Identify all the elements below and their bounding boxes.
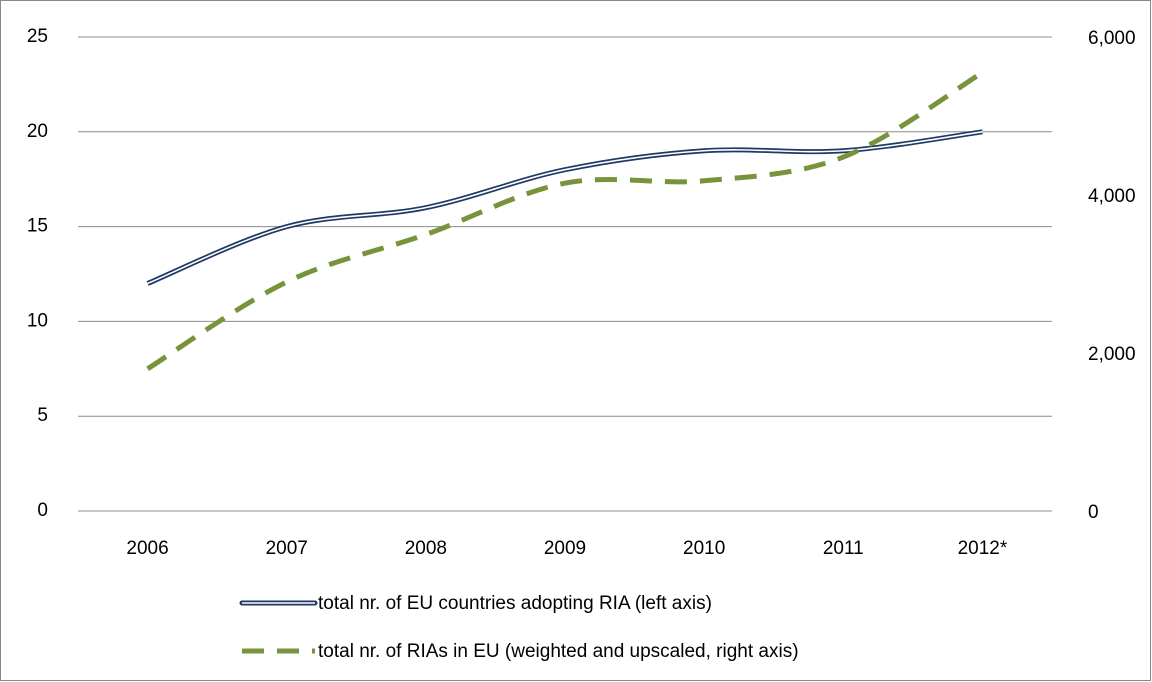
y-tick-label: 15: [27, 216, 48, 237]
x-tick-label: 2008: [405, 538, 447, 559]
y2-tick-label: 2,000: [1088, 344, 1136, 365]
y2-tick-label: 6,000: [1088, 28, 1136, 49]
y-tick-label: 10: [27, 310, 48, 331]
y-tick-label: 5: [37, 405, 48, 426]
series-line: [146, 70, 984, 371]
series-line-highlight: [147, 131, 983, 285]
x-tick-label: 2010: [683, 538, 725, 559]
y2-tick-label: 4,000: [1088, 186, 1136, 207]
y-tick-label: 25: [27, 26, 48, 47]
x-tick-label: 2011: [823, 538, 864, 559]
legend-label: total nr. of EU countries adopting RIA (…: [318, 593, 712, 614]
x-tick-label: 2012*: [958, 538, 1008, 559]
y-tick-label: 20: [27, 121, 48, 142]
x-tick-label: 2009: [544, 538, 586, 559]
y-tick-label: 0: [37, 500, 48, 521]
x-tick-label: 2006: [126, 538, 168, 559]
legend-label: total nr. of RIAs in EU (weighted and up…: [318, 641, 799, 662]
y2-tick-label: 0: [1088, 502, 1099, 523]
x-tick-label: 2007: [266, 538, 308, 559]
